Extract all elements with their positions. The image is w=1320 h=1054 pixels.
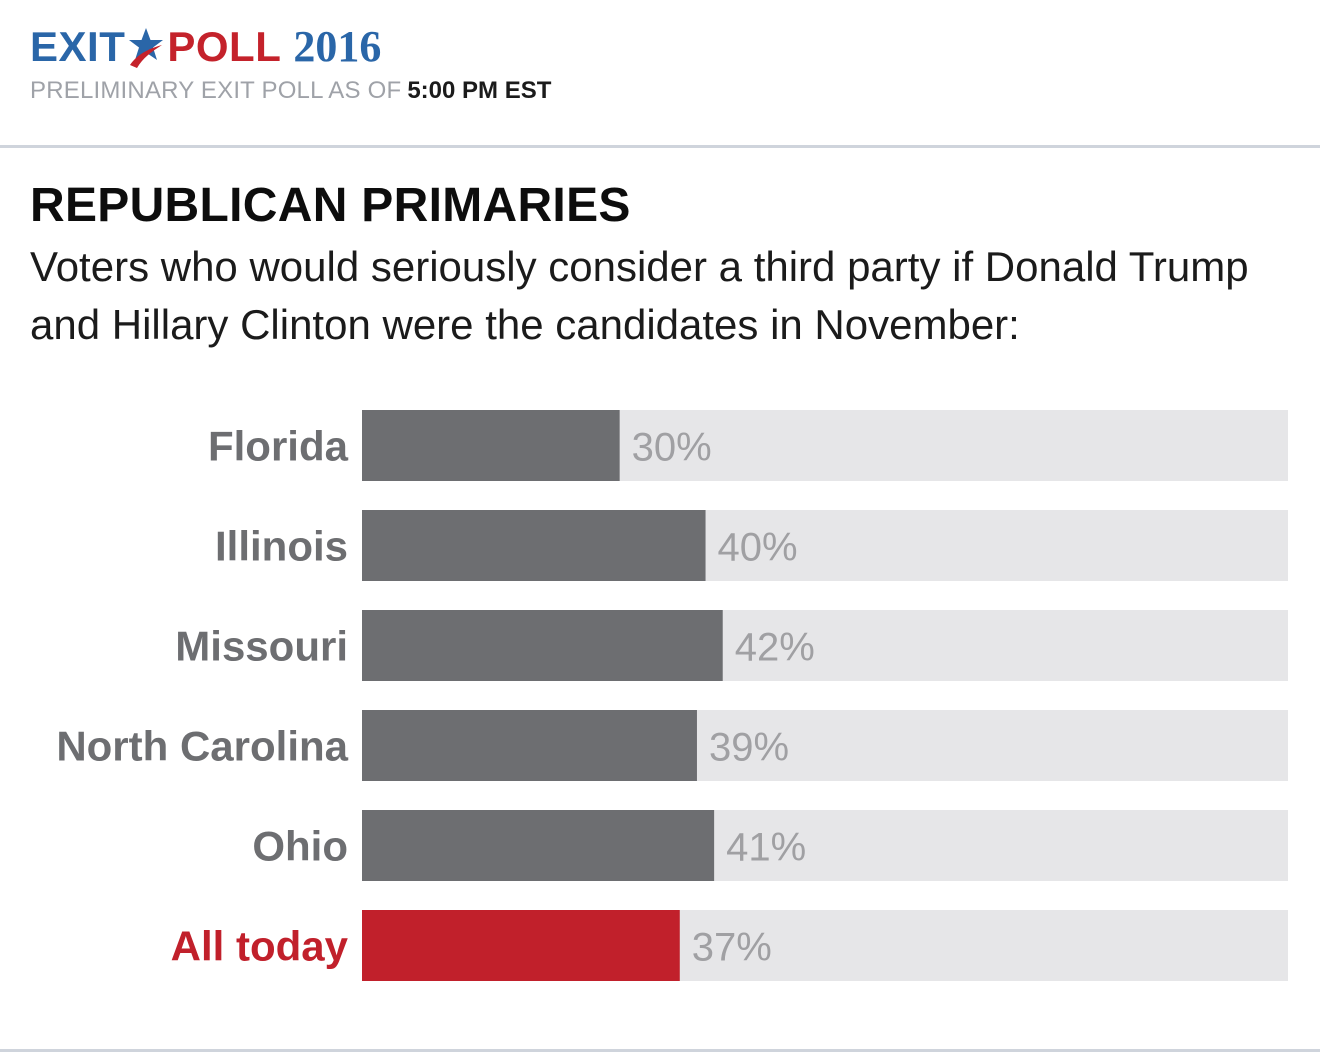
star-swoosh-icon <box>129 28 164 68</box>
preliminary-timestamp: PRELIMINARY EXIT POLL AS OF 5:00 PM EST <box>30 76 551 106</box>
bar <box>362 810 715 881</box>
chart-subtitle: Voters who would seriously consider a th… <box>30 243 1249 348</box>
exit-poll-logo: EXIT POLL 2016 <box>30 22 381 72</box>
subline-prefix: PRELIMINARY EXIT POLL AS OF <box>30 77 402 104</box>
value-label: 42% <box>735 626 815 670</box>
category-label: Ohio <box>252 823 348 870</box>
category-label: All today <box>171 923 349 970</box>
logo-exit-text: EXIT <box>30 23 126 70</box>
category-label: Florida <box>208 423 349 470</box>
value-label: 39% <box>709 726 789 770</box>
category-label: North Carolina <box>56 723 348 770</box>
bar <box>362 510 706 581</box>
category-label: Missouri <box>175 623 348 670</box>
chart-title: REPUBLICAN PRIMARIES <box>30 179 631 232</box>
logo-year-text: 2016 <box>293 22 382 71</box>
footer-divider <box>0 1049 1320 1052</box>
bar <box>362 710 697 781</box>
bar <box>362 410 620 481</box>
subline-time: 5:00 PM EST <box>407 77 552 104</box>
value-label: 37% <box>692 926 772 970</box>
value-label: 40% <box>718 526 798 570</box>
logo-poll-text: POLL <box>167 23 282 70</box>
bar <box>362 610 723 681</box>
exit-poll-header: EXIT POLL 2016 PRELIMINARY EXIT POLL AS … <box>0 0 1320 146</box>
value-label: 30% <box>632 426 712 470</box>
value-label: 41% <box>726 826 806 870</box>
category-label: Illinois <box>215 523 348 570</box>
header-divider <box>0 145 1320 148</box>
bar <box>362 910 680 981</box>
